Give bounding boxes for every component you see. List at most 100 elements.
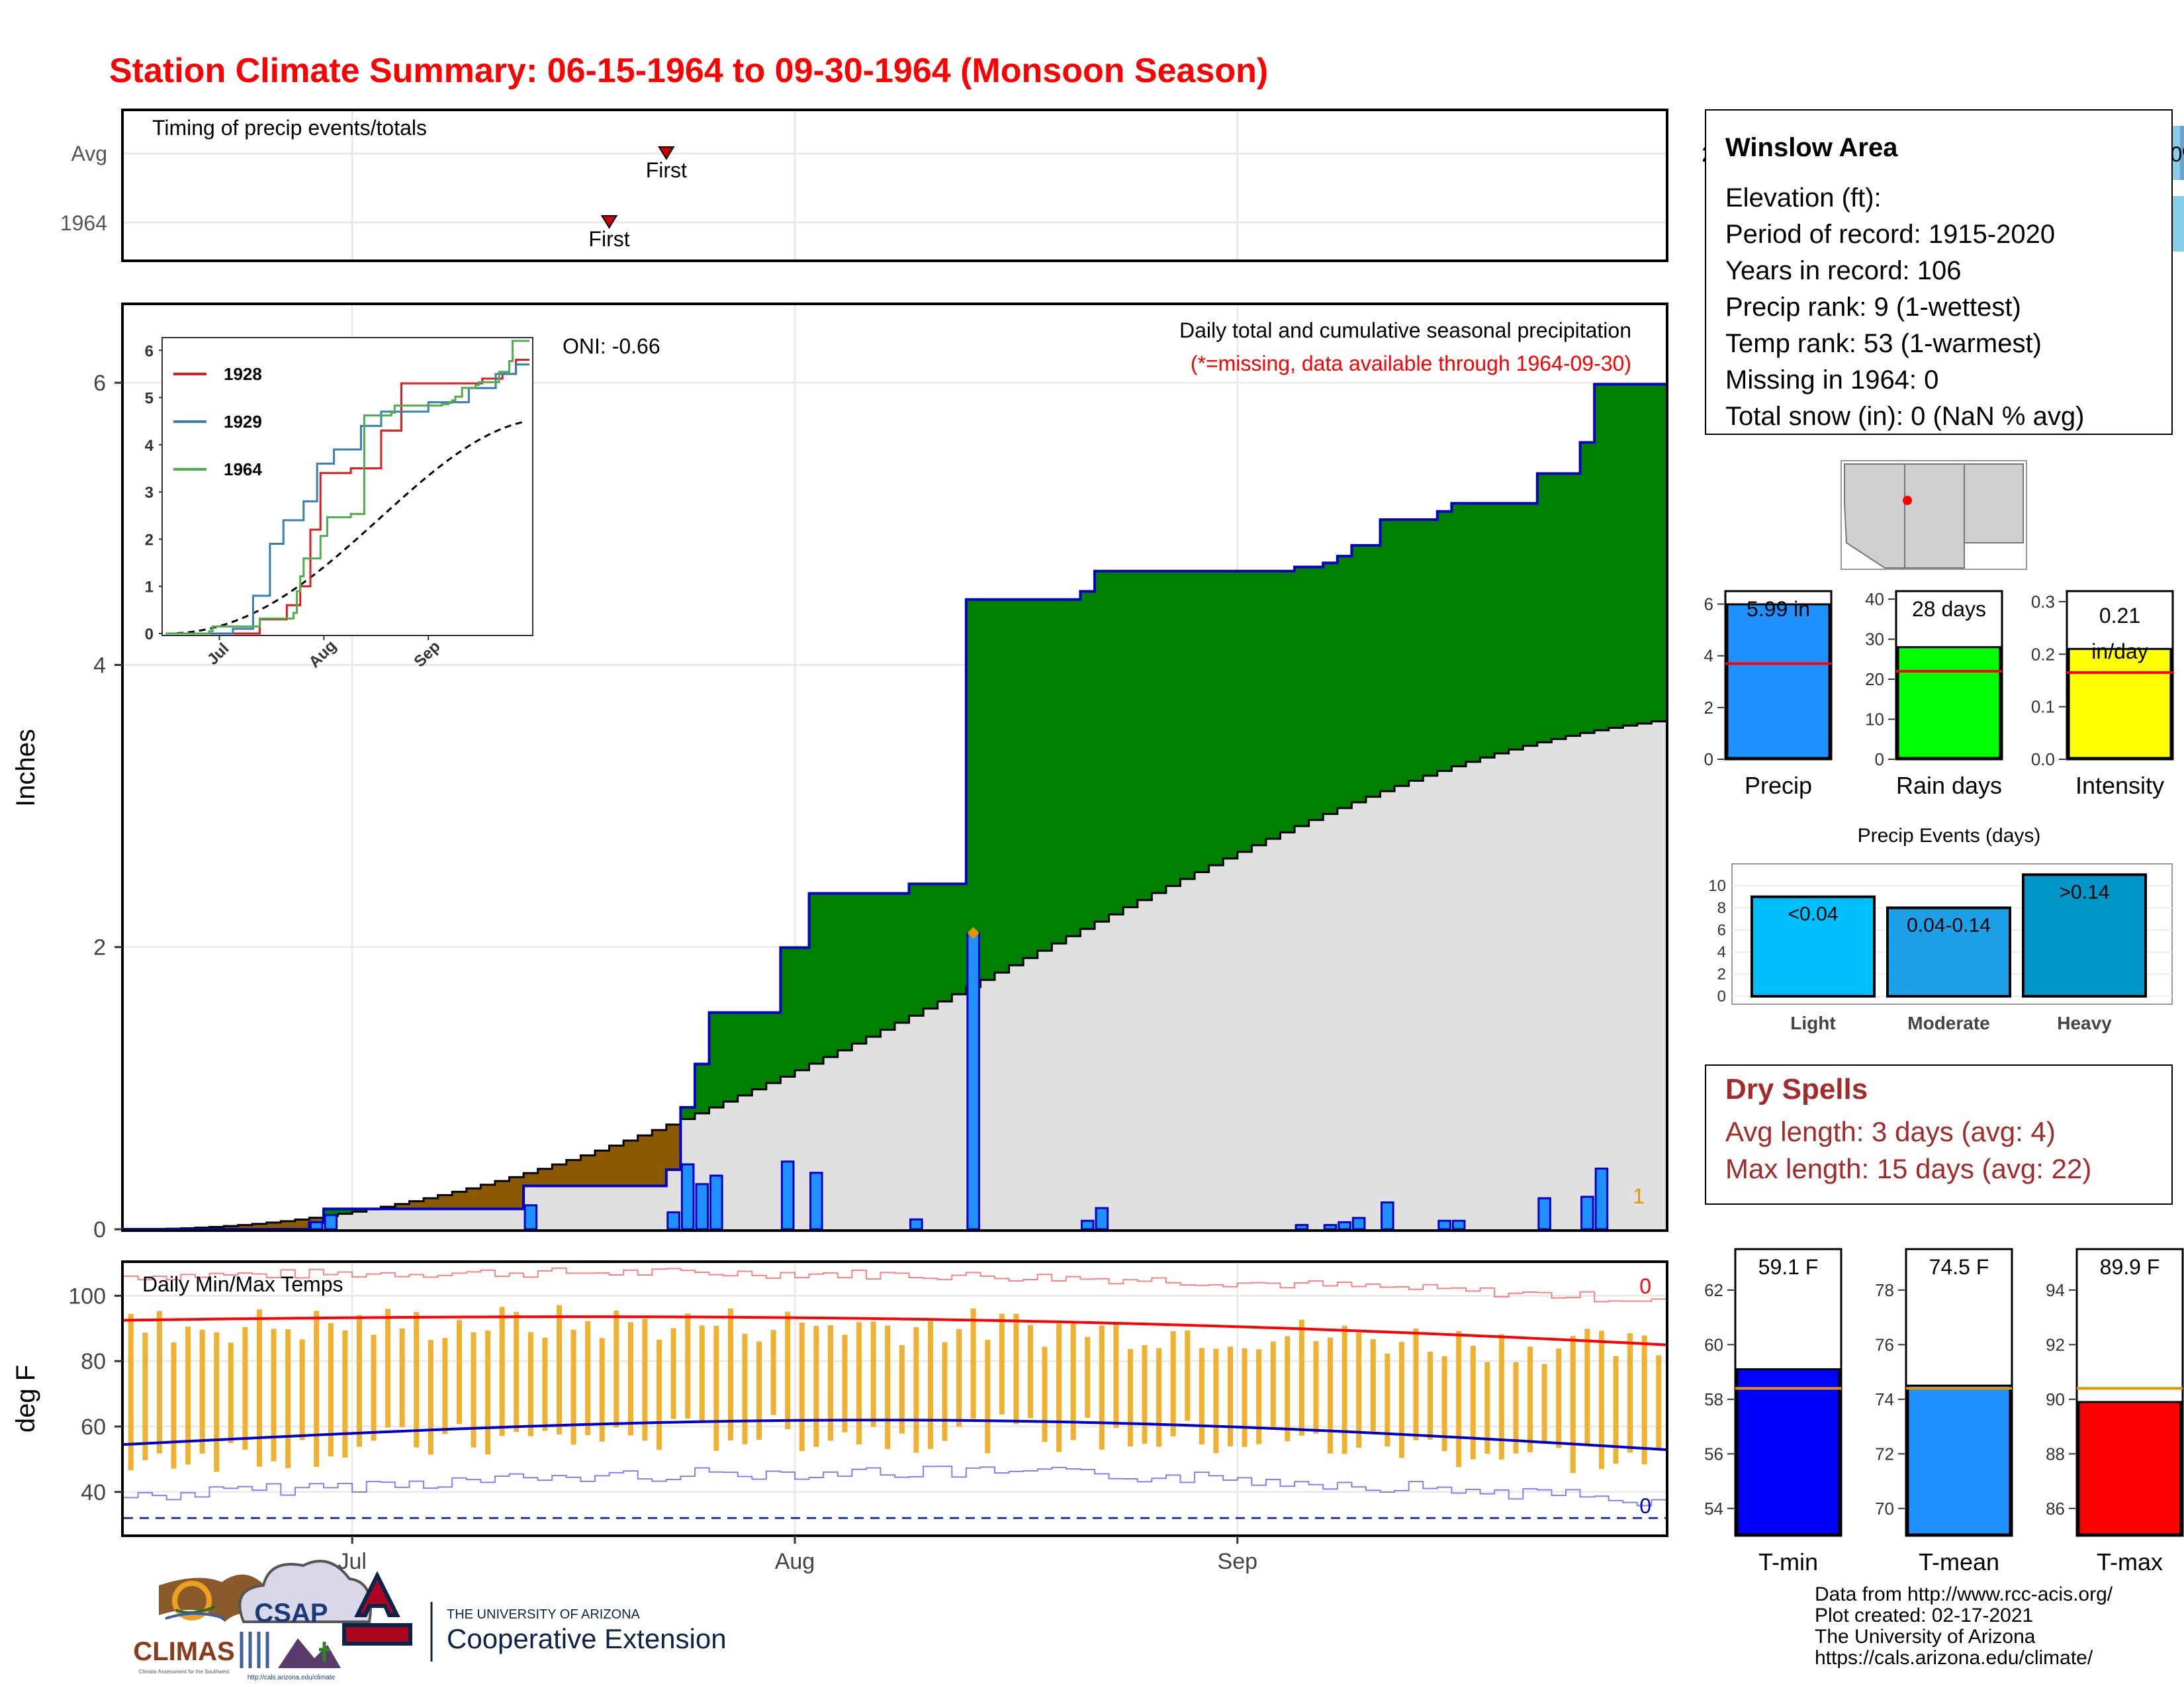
- daily-precip-bar: [523, 1204, 538, 1231]
- daily-temp-bar: [1328, 1337, 1334, 1454]
- timing-marker: [600, 215, 618, 229]
- daily-temp-bar: [1613, 1356, 1619, 1464]
- ua-logo-small-text: THE UNIVERSITY OF ARIZONA: [447, 1607, 641, 1622]
- below-average-fill: [424, 1198, 439, 1209]
- quartile-bar-upper: [2179, 126, 2184, 180]
- inset-legend-label: 1929: [224, 412, 262, 432]
- climas-logo-text: CLIMAS: [133, 1637, 234, 1666]
- summary-tick-label: 0.0: [2031, 749, 2055, 769]
- credit-line: The University of Arizona: [1815, 1626, 2036, 1648]
- timing-grid: [124, 111, 1666, 259]
- event-category-label: Moderate: [1907, 1013, 1989, 1033]
- inset-y-label: 3: [145, 484, 154, 502]
- daily-temp-bar: [1428, 1351, 1433, 1440]
- daily-temp-bar: [1127, 1348, 1133, 1447]
- events-plot: 0 2 4 6 8 10 <0.04 Light 0.04-0.14 Moderate >0.14 H…: [1708, 873, 2172, 1033]
- above-average-fill: [1351, 545, 1367, 803]
- summary-value-label: 0.21: [2099, 604, 2140, 628]
- above-average-fill: [1423, 519, 1438, 776]
- above-average-fill: [1251, 571, 1267, 845]
- above-average-fill: [709, 1012, 724, 1108]
- below-average-fill: [452, 1192, 467, 1209]
- above-average-fill: [324, 1209, 339, 1216]
- daily-temp-bar: [570, 1329, 576, 1445]
- daily-precip-bar: [1338, 1221, 1351, 1231]
- missing-count: 1: [1633, 1184, 1645, 1208]
- daily-precip-bar: [1095, 1207, 1109, 1231]
- map-new-mexico: [1904, 463, 1965, 569]
- daily-temp-bar: [999, 1313, 1005, 1415]
- summary-tick-label: 0.2: [2031, 644, 2055, 664]
- below-average-fill: [666, 1124, 681, 1170]
- temp-y-axis: 40 60 80 100: [68, 1284, 122, 1505]
- daily-temp-bar: [799, 1323, 805, 1452]
- daily-precip-bar: [1323, 1224, 1338, 1231]
- above-average-fill: [766, 1012, 782, 1084]
- summary-value-label: 5.99 in: [1747, 597, 1810, 621]
- precip-plot: [124, 383, 1666, 1231]
- daily-temp-bar: [1270, 1341, 1276, 1429]
- events-tick-label: 6: [1717, 921, 1726, 939]
- inset-series-line: [165, 340, 529, 635]
- summary-tick-label: 76: [1875, 1335, 1894, 1354]
- below-average-fill: [238, 1225, 253, 1229]
- above-average-fill: [923, 884, 938, 1009]
- csap-logo-text: CSAP: [254, 1599, 328, 1628]
- above-average-fill: [1123, 571, 1138, 908]
- precip-panel: Daily total and cumulative seasonal prec…: [11, 303, 1668, 1243]
- above-average-fill: [737, 1012, 752, 1096]
- daily-precip-bar: [1295, 1224, 1309, 1231]
- inset-y-label: 5: [145, 390, 154, 408]
- daily-temp-bar: [1441, 1356, 1447, 1452]
- summary-bar-label: T-max: [2097, 1548, 2163, 1575]
- daily-temp-bar: [1213, 1348, 1219, 1454]
- daily-temp-bar: [742, 1333, 748, 1444]
- summary-value-unit: in/day: [2091, 639, 2148, 663]
- station-details: Elevation (ft): Period of record: 1915-20…: [1725, 183, 2084, 431]
- below-average-fill: [266, 1222, 281, 1229]
- daily-temp-bar: [499, 1307, 505, 1436]
- above-average-fill: [937, 884, 952, 1002]
- daily-precip-bar: [780, 1160, 795, 1231]
- events-tick-label: 2: [1717, 966, 1726, 984]
- daily-temp-bar: [813, 1325, 819, 1447]
- ua-logo-big-text: Cooperative Extension: [447, 1623, 727, 1654]
- below-average-fill: [580, 1155, 596, 1186]
- y-tick-label: 2: [93, 935, 106, 961]
- daily-temp-bar: [456, 1320, 462, 1425]
- above-average-fill: [1523, 503, 1538, 746]
- timing-marker-label: First: [588, 227, 629, 251]
- daily-temp-bar: [1042, 1346, 1048, 1442]
- dry-spells-box: Dry Spells Avg length: 3 days (avg: 4) M…: [1705, 1064, 2173, 1205]
- credit-line: https://cals.arizona.edu/climate/: [1815, 1647, 2093, 1669]
- event-bar: [2022, 873, 2147, 998]
- daily-precip-bar: [1451, 1219, 1466, 1231]
- daily-temp-bar: [242, 1327, 248, 1450]
- above-average-fill: [1265, 571, 1281, 839]
- credits: Data from http://www.rcc-acis.org/Plot c…: [1815, 1583, 2113, 1669]
- credit-line: Data from http://www.rcc-acis.org/: [1815, 1583, 2113, 1605]
- above-average-fill: [1451, 503, 1467, 767]
- daily-temp-bar: [142, 1333, 148, 1460]
- summary-bars: 0 2 4 6 5.99 in Precip 0 10 20 30 40 28 days Rain da…: [1704, 589, 2174, 799]
- summary-bar-label: Intensity: [2075, 772, 2164, 799]
- summary-tick-label: 70: [1875, 1499, 1894, 1519]
- above-average-fill: [966, 599, 981, 988]
- summary-tick-label: 86: [2046, 1499, 2065, 1519]
- daily-precip-bar: [709, 1174, 723, 1231]
- summary-tick-label: 0: [1704, 749, 1713, 769]
- below-average-fill: [224, 1226, 239, 1229]
- summary-tick-label: 94: [2046, 1280, 2065, 1300]
- daily-temp-bar: [756, 1341, 762, 1440]
- summary-bar: [2077, 1401, 2182, 1536]
- above-average-fill: [1623, 384, 1638, 726]
- inset-y-label: 6: [145, 342, 154, 360]
- daily-temp-bar: [228, 1342, 234, 1444]
- events-tick-label: 0: [1717, 988, 1726, 1006]
- temp-panel: Daily Min/Max Temps 0 0 deg F 40 60 80 100: [11, 1260, 1668, 1537]
- event-category-label: Light: [1790, 1013, 1835, 1033]
- daily-temp-bar: [1056, 1323, 1062, 1452]
- below-average-fill: [394, 1203, 410, 1209]
- csap-logo: CSAP http://cals.arizona.edu/climate: [238, 1560, 372, 1681]
